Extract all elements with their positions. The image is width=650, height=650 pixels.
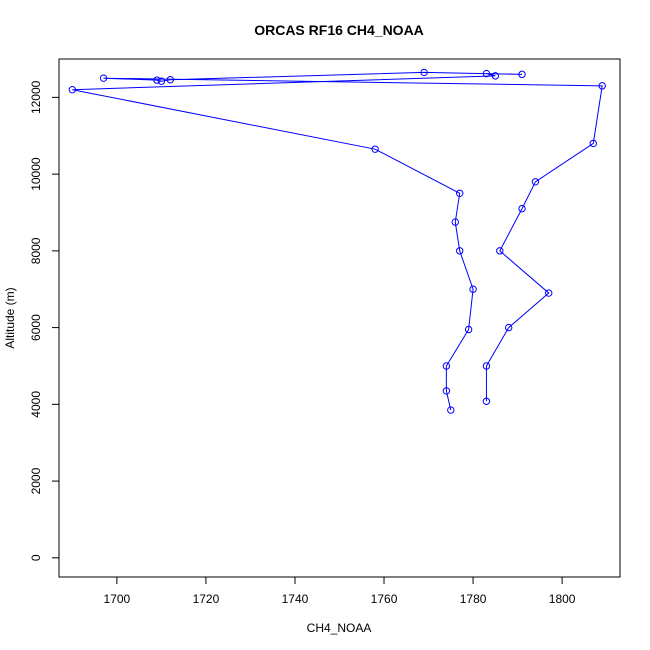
data-point xyxy=(442,362,451,370)
data-point xyxy=(456,247,464,255)
y-tick-label: 12000 xyxy=(29,80,43,114)
series-line xyxy=(72,71,603,411)
data-point xyxy=(482,69,491,78)
x-axis: 1700 1720 1740 1760 1780 1800 xyxy=(104,576,576,606)
data-point xyxy=(496,247,504,255)
data-point xyxy=(482,362,491,370)
chart-title: ORCAS RF16 CH4_NOAA xyxy=(254,22,424,38)
series-layer xyxy=(68,68,606,414)
y-tick-label: 6000 xyxy=(29,314,43,341)
y-tick-label: 8000 xyxy=(29,237,43,264)
y-tick-label: 4000 xyxy=(29,391,43,418)
x-tick-label: 1720 xyxy=(193,592,220,606)
x-tick-label: 1700 xyxy=(104,592,131,606)
data-point xyxy=(491,72,500,80)
x-tick-label: 1800 xyxy=(549,592,576,606)
data-point xyxy=(442,387,451,395)
data-point xyxy=(99,74,108,82)
x-tick-label: 1780 xyxy=(460,592,487,606)
data-point xyxy=(589,139,597,148)
y-axis-label: Altitude (m) xyxy=(3,287,17,348)
y-tick-label: 0 xyxy=(29,554,43,561)
y-tick-label: 10000 xyxy=(29,157,43,191)
y-tick-label: 2000 xyxy=(29,467,43,494)
data-point xyxy=(464,325,473,334)
data-point xyxy=(420,68,428,77)
data-point xyxy=(518,204,526,213)
data-point xyxy=(518,70,526,79)
data-point xyxy=(598,82,606,90)
data-point xyxy=(68,85,77,94)
data-point xyxy=(451,218,459,226)
data-point xyxy=(153,76,161,84)
data-point xyxy=(545,289,553,297)
data-point xyxy=(371,145,379,153)
data-point xyxy=(447,406,455,414)
data-point xyxy=(482,397,491,405)
data-point xyxy=(469,285,477,293)
x-tick-label: 1760 xyxy=(371,592,398,606)
x-tick-label: 1740 xyxy=(282,592,309,606)
data-point xyxy=(504,323,513,332)
data-point xyxy=(166,76,175,84)
plot-area-border xyxy=(58,58,621,578)
x-axis-label: CH4_NOAA xyxy=(307,621,372,635)
data-point xyxy=(531,178,540,186)
y-axis: 0 2000 4000 6000 8000 10000 12000 xyxy=(29,80,60,561)
data-point xyxy=(456,189,464,197)
data-point xyxy=(157,77,166,85)
